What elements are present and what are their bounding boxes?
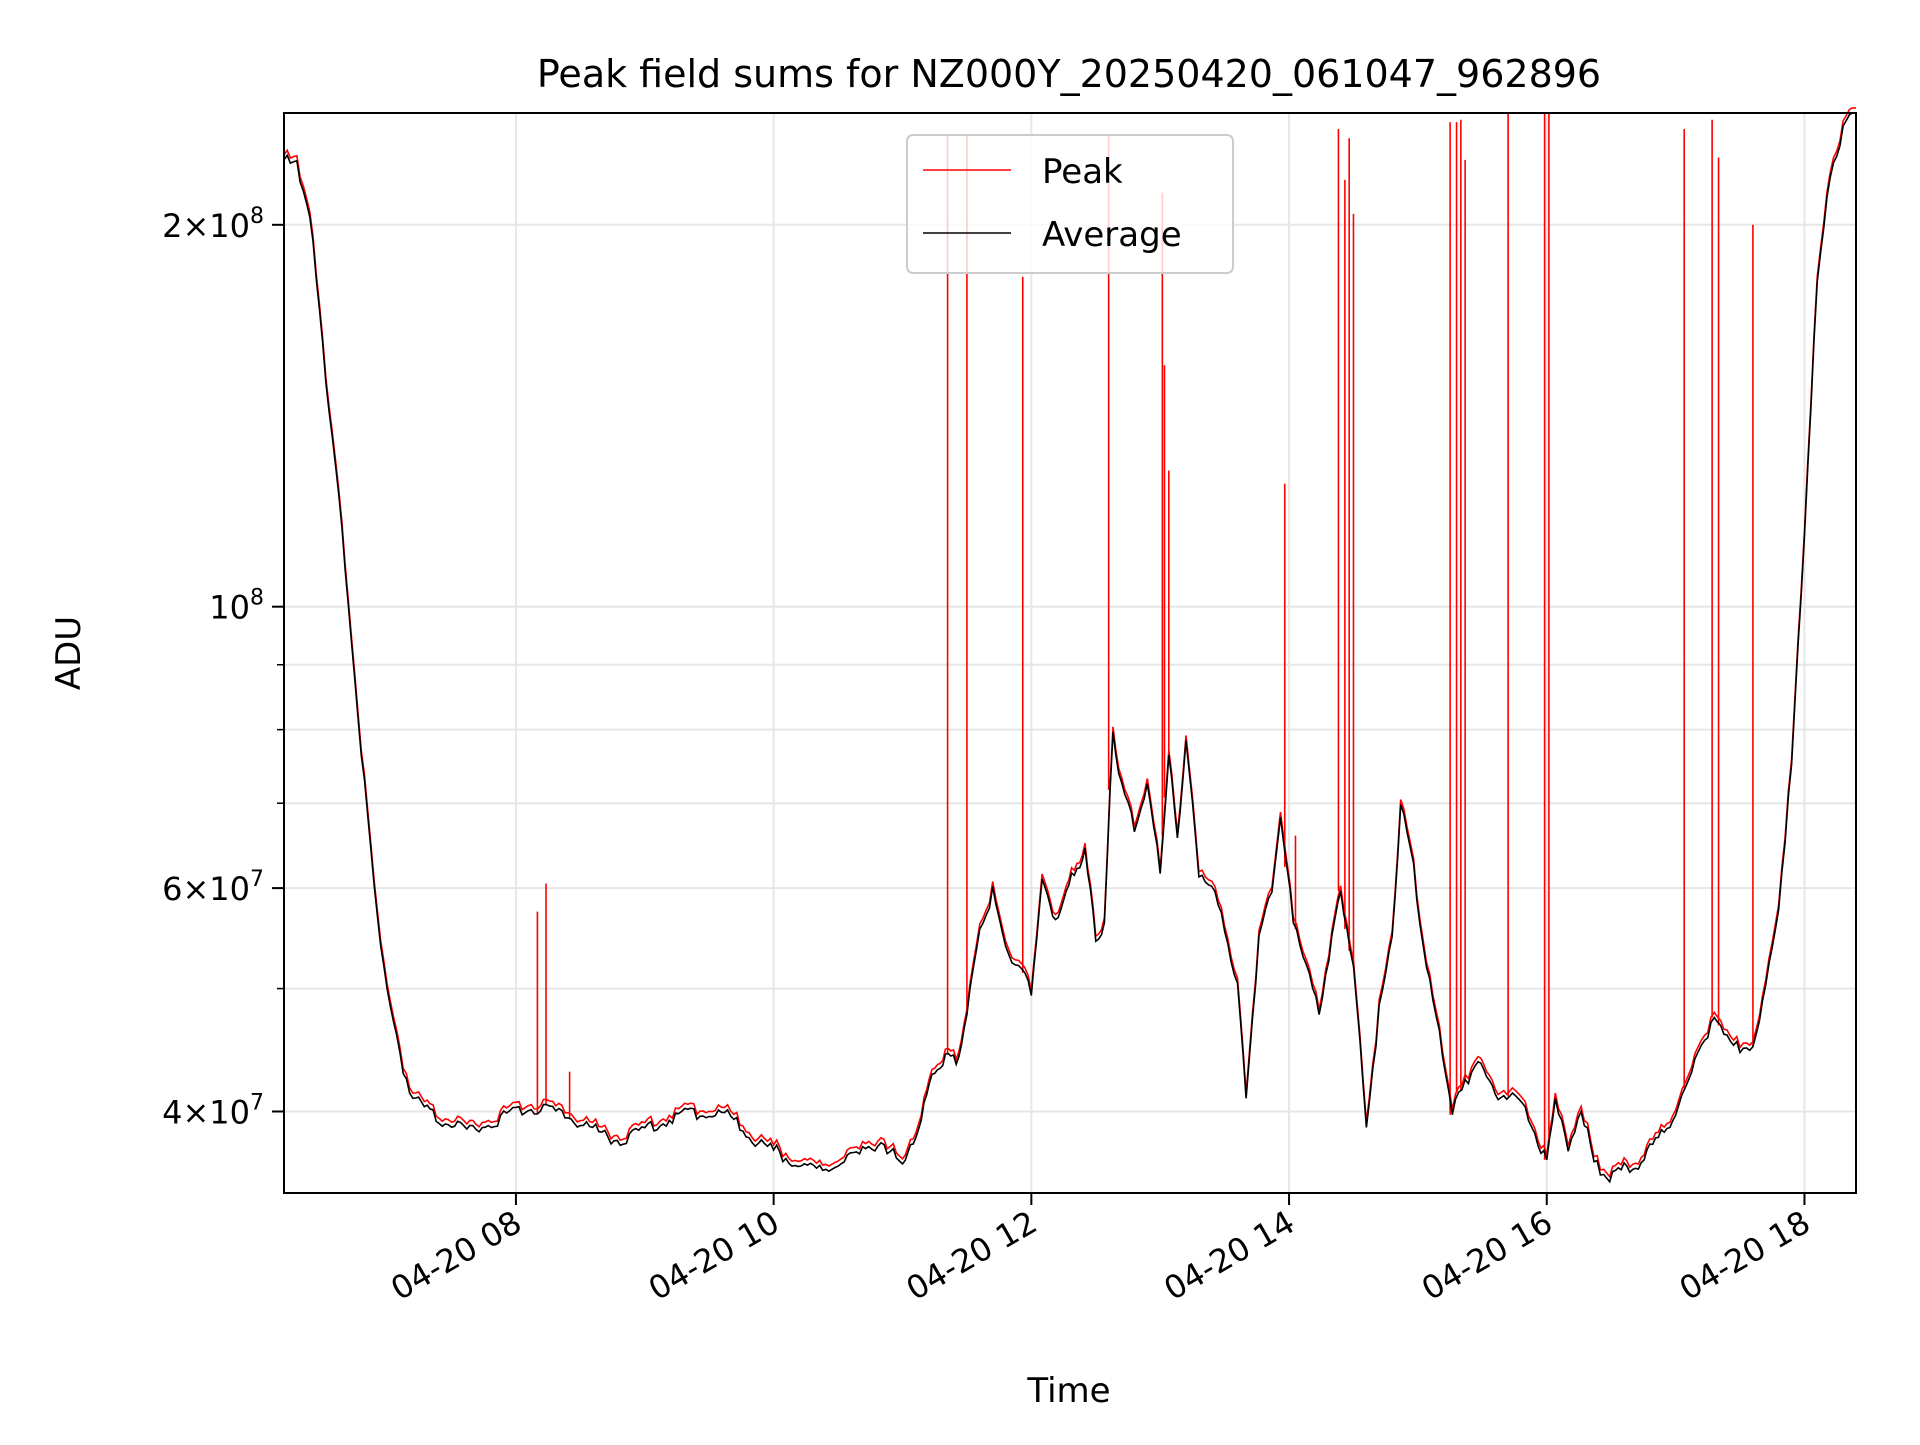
legend: Peak Average: [906, 134, 1234, 274]
x-axis-label: Time: [1026, 1371, 1110, 1411]
series-layer: [283, 107, 1856, 1184]
y-axis-label: ADU: [49, 616, 89, 690]
y-tick-label: 4×107: [162, 1091, 264, 1132]
series-peak-baseline: [283, 107, 1856, 1179]
plot-frame: [283, 112, 1857, 1194]
series-average-line: [283, 112, 1856, 1184]
y-tick-label: 108: [209, 586, 264, 627]
y-tick-label: 6×107: [162, 867, 264, 908]
chart-title: Peak field sums for NZ000Y_20250420_0610…: [537, 52, 1601, 96]
y-tick-label: 2×108: [162, 204, 264, 245]
legend-label-peak: Peak: [1042, 152, 1123, 192]
legend-label-average: Average: [1042, 215, 1182, 255]
